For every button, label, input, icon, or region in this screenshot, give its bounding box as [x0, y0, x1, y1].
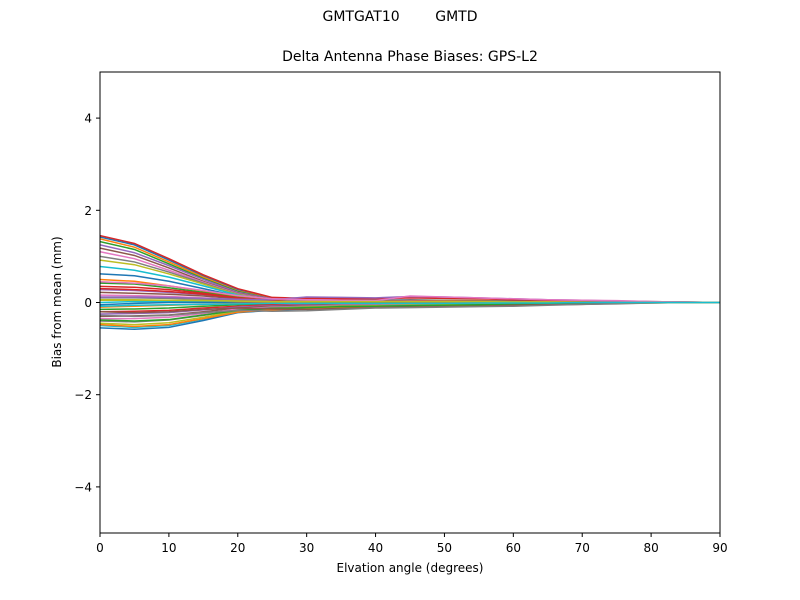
x-axis-ticks: 0 10 20 30 40 50 60 70 80 90 [96, 533, 728, 555]
y-tick-label: 0 [84, 296, 92, 310]
series-line [100, 281, 720, 304]
y-tick-label: 2 [84, 204, 92, 218]
x-axis-label: Elvation angle (degrees) [336, 561, 484, 575]
x-tick-label: 60 [506, 541, 521, 555]
series-line [100, 301, 720, 318]
chart-title: Delta Antenna Phase Biases: GPS-L2 [282, 49, 538, 65]
x-tick-label: 10 [161, 541, 176, 555]
series-line [100, 301, 720, 307]
figure-suptitle: GMTGAT10 GMTD [322, 9, 478, 25]
y-tick-label: −4 [74, 480, 92, 494]
y-axis-ticks: −4 −2 0 2 4 [74, 112, 100, 494]
x-tick-label: 90 [712, 541, 727, 555]
x-tick-label: 0 [96, 541, 104, 555]
x-tick-label: 50 [437, 541, 452, 555]
x-tick-label: 30 [299, 541, 314, 555]
x-tick-label: 40 [368, 541, 383, 555]
y-tick-label: −2 [74, 388, 92, 402]
x-tick-label: 80 [643, 541, 658, 555]
y-tick-label: 4 [84, 112, 92, 126]
x-tick-label: 70 [575, 541, 590, 555]
x-tick-label: 20 [230, 541, 245, 555]
series-lines [100, 234, 720, 330]
